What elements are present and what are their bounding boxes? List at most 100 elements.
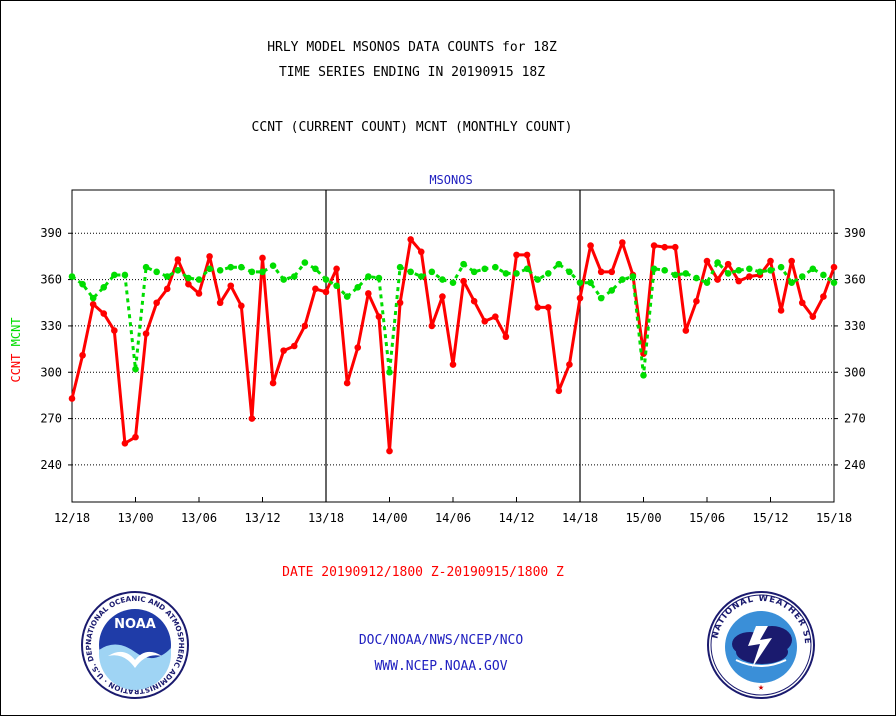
x-tick-label: 15/18 — [816, 511, 852, 525]
data-point-ccnt — [576, 294, 584, 302]
data-point-mcnt — [693, 274, 700, 282]
y-tick-label: 240 — [844, 458, 866, 472]
time-series-chart: 240 270 300 330 360 390 240 270 300 330 360 390 12… — [9, 189, 866, 525]
data-point-mcnt — [566, 268, 573, 276]
x-tick-label: 13/12 — [244, 511, 280, 525]
grid-lines — [72, 232, 834, 466]
data-point-ccnt — [703, 257, 711, 265]
y-tick-label: 240 — [40, 458, 62, 472]
data-point-mcnt — [460, 260, 467, 268]
data-point-mcnt — [830, 279, 838, 286]
data-point-ccnt — [174, 256, 182, 263]
data-point-mcnt — [290, 273, 298, 280]
data-point-ccnt — [724, 260, 732, 268]
data-point-ccnt — [830, 263, 838, 271]
data-point-mcnt — [809, 265, 817, 273]
data-point-mcnt — [523, 265, 531, 273]
data-point-mcnt — [269, 262, 277, 269]
data-point-mcnt — [121, 271, 129, 279]
data-point-ccnt — [396, 299, 404, 307]
x-tick-label: 15/12 — [752, 511, 788, 525]
x-tick-label: 13/06 — [181, 511, 217, 525]
data-point-mcnt — [481, 265, 489, 273]
data-point-ccnt — [290, 342, 298, 350]
data-point-ccnt — [555, 387, 563, 395]
data-point-mcnt — [724, 270, 732, 277]
y-tick-label: 270 — [40, 412, 62, 426]
data-point-ccnt — [798, 299, 806, 307]
data-point-mcnt — [777, 263, 785, 271]
data-point-ccnt — [767, 257, 774, 265]
data-point-mcnt — [703, 279, 711, 286]
data-point-mcnt — [428, 268, 436, 276]
data-point-mcnt — [661, 267, 668, 274]
data-point-mcnt — [513, 270, 520, 277]
y-tick-label: 360 — [844, 273, 866, 287]
data-point-mcnt — [671, 271, 679, 279]
data-point-mcnt — [555, 260, 563, 268]
data-point-ccnt — [343, 379, 351, 387]
data-point-mcnt — [333, 282, 340, 290]
y-tick-labels-left: 240 270 300 330 360 390 — [40, 226, 62, 472]
data-point-mcnt — [79, 280, 86, 288]
data-point-ccnt — [407, 236, 414, 243]
data-point-ccnt — [608, 268, 616, 276]
y-axis-label-mcnt: MCNT — [9, 317, 23, 353]
x-tick-label: 14/00 — [371, 511, 407, 525]
data-point-ccnt — [333, 265, 340, 273]
data-point-ccnt — [439, 293, 446, 300]
data-point-ccnt — [142, 330, 150, 337]
data-point-ccnt — [481, 317, 489, 325]
y-tick-label: 390 — [844, 226, 866, 240]
data-point-ccnt — [365, 290, 372, 297]
plot-axes — [68, 189, 838, 503]
data-point-mcnt — [756, 268, 764, 276]
data-point-mcnt — [312, 265, 319, 273]
data-point-ccnt — [248, 415, 256, 422]
data-series — [68, 236, 838, 455]
data-point-mcnt — [301, 259, 309, 266]
data-point-ccnt — [619, 239, 626, 246]
data-point-ccnt — [513, 251, 520, 259]
data-point-ccnt — [79, 351, 86, 359]
data-point-mcnt — [132, 365, 139, 373]
data-point-ccnt — [68, 395, 76, 402]
data-point-ccnt — [544, 304, 552, 311]
plot-border — [71, 189, 835, 503]
data-point-mcnt — [629, 273, 637, 280]
data-point-mcnt — [163, 273, 171, 280]
data-point-ccnt — [650, 242, 658, 249]
data-point-mcnt — [788, 279, 795, 286]
y-axis-label-ccnt: CCNT — [9, 354, 23, 383]
data-point-ccnt — [460, 277, 467, 285]
data-point-mcnt — [597, 294, 605, 302]
data-point-mcnt — [68, 273, 76, 280]
data-point-ccnt — [312, 285, 319, 293]
data-point-ccnt — [89, 300, 97, 308]
data-point-ccnt — [671, 243, 679, 251]
data-point-ccnt — [714, 276, 721, 283]
data-point-ccnt — [682, 327, 690, 334]
data-point-mcnt — [798, 273, 806, 280]
data-point-ccnt — [809, 313, 817, 320]
data-point-ccnt — [492, 313, 499, 320]
data-point-ccnt — [121, 440, 129, 447]
data-point-mcnt — [492, 263, 499, 271]
data-point-mcnt — [576, 279, 584, 286]
data-point-mcnt — [470, 268, 478, 276]
data-point-ccnt — [185, 280, 192, 288]
data-point-mcnt — [248, 268, 256, 276]
y-tick-label: 300 — [40, 365, 62, 379]
plot-title: MSONOS — [429, 173, 473, 187]
data-point-mcnt — [682, 270, 690, 277]
data-point-ccnt — [259, 254, 266, 262]
data-point-mcnt — [396, 263, 404, 271]
data-point-ccnt — [735, 277, 743, 285]
data-point-ccnt — [354, 344, 362, 351]
nws-logo: NATIONAL WEATHER SERVICE ★ — [706, 590, 815, 699]
data-point-mcnt — [386, 368, 393, 376]
y-tick-labels-right: 240 270 300 330 360 390 — [844, 226, 866, 472]
data-point-mcnt — [417, 273, 425, 280]
data-point-mcnt — [820, 271, 827, 279]
data-point-ccnt — [280, 347, 287, 354]
